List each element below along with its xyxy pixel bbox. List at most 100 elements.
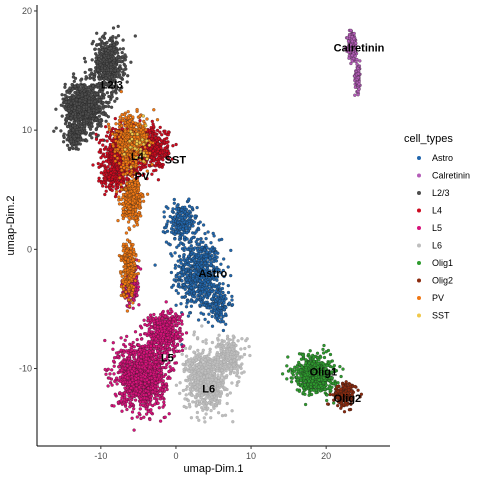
scatter-points: [52, 24, 364, 432]
data-point: [205, 246, 209, 250]
data-point: [173, 232, 177, 237]
data-point: [204, 254, 208, 259]
data-point: [169, 270, 174, 275]
data-point: [215, 297, 219, 302]
data-point: [180, 274, 184, 278]
data-point: [105, 44, 109, 49]
data-point: [355, 62, 359, 66]
data-point: [96, 161, 100, 166]
data-point: [185, 259, 190, 263]
data-point: [61, 140, 66, 144]
data-point: [201, 296, 205, 300]
data-point: [171, 144, 175, 148]
data-point: [219, 262, 223, 266]
data-point: [198, 295, 203, 300]
data-point: [130, 416, 134, 420]
data-point: [196, 221, 201, 226]
data-point: [179, 258, 183, 262]
data-point: [222, 274, 226, 279]
data-point: [215, 275, 220, 279]
data-point: [79, 78, 83, 82]
data-point: [102, 180, 106, 185]
data-point: [98, 148, 103, 152]
data-point: [189, 269, 193, 273]
data-point: [107, 38, 112, 42]
data-point: [116, 51, 120, 55]
data-point: [142, 165, 146, 169]
data-point: [63, 93, 67, 97]
data-point: [82, 119, 86, 124]
data-point: [195, 290, 199, 294]
data-point: [107, 100, 111, 105]
data-point: [230, 298, 234, 302]
data-point: [78, 98, 82, 103]
data-point: [146, 409, 150, 414]
data-point: [101, 143, 105, 147]
data-point: [123, 338, 127, 342]
data-point: [125, 407, 129, 412]
data-point: [101, 103, 105, 108]
data-point: [158, 165, 162, 169]
data-point: [96, 68, 100, 72]
data-point: [113, 63, 117, 68]
data-point: [120, 402, 125, 406]
data-point: [221, 282, 225, 286]
data-point: [205, 250, 209, 254]
data-point: [182, 258, 186, 262]
data-point: [222, 295, 226, 299]
data-point: [78, 137, 83, 142]
data-point: [119, 179, 124, 184]
data-point: [74, 141, 79, 145]
data-point: [204, 257, 208, 261]
data-point: [149, 411, 153, 415]
data-point: [125, 176, 129, 180]
data-point: [84, 85, 88, 89]
data-point: [112, 56, 116, 60]
data-point: [99, 156, 103, 160]
data-point: [219, 271, 223, 275]
data-point: [203, 281, 207, 285]
data-point: [133, 398, 138, 402]
data-point: [186, 281, 190, 285]
data-point: [67, 100, 71, 104]
data-point: [153, 402, 157, 406]
data-point: [193, 214, 197, 219]
data-point: [191, 224, 195, 228]
data-point: [188, 311, 192, 315]
data-point: [72, 134, 76, 139]
data-point: [119, 336, 123, 340]
data-point: [187, 197, 191, 201]
data-point: [147, 128, 152, 133]
data-point: [76, 95, 81, 99]
data-point: [218, 288, 223, 293]
data-point: [196, 253, 201, 258]
data-point: [229, 273, 233, 278]
data-point: [199, 254, 203, 258]
data-point: [176, 214, 180, 218]
data-point: [137, 165, 142, 169]
data-point: [206, 306, 211, 310]
data-point: [185, 247, 190, 252]
data-point: [157, 156, 161, 160]
data-point: [98, 108, 103, 112]
data-point: [60, 93, 64, 97]
data-point: [95, 60, 100, 64]
data-point: [159, 139, 164, 143]
data-point: [176, 259, 180, 263]
data-point: [116, 55, 121, 59]
data-point: [230, 294, 234, 299]
data-point: [73, 84, 77, 89]
data-point: [194, 298, 199, 303]
data-point: [71, 112, 75, 116]
data-point: [101, 184, 105, 188]
data-point: [183, 287, 187, 291]
data-point: [84, 131, 89, 135]
data-point: [175, 245, 179, 249]
data-point: [221, 320, 226, 324]
data-point: [164, 240, 169, 244]
data-point: [179, 270, 184, 274]
data-point: [198, 250, 203, 254]
data-point: [183, 295, 187, 299]
data-point: [82, 56, 87, 61]
data-point: [90, 103, 94, 107]
